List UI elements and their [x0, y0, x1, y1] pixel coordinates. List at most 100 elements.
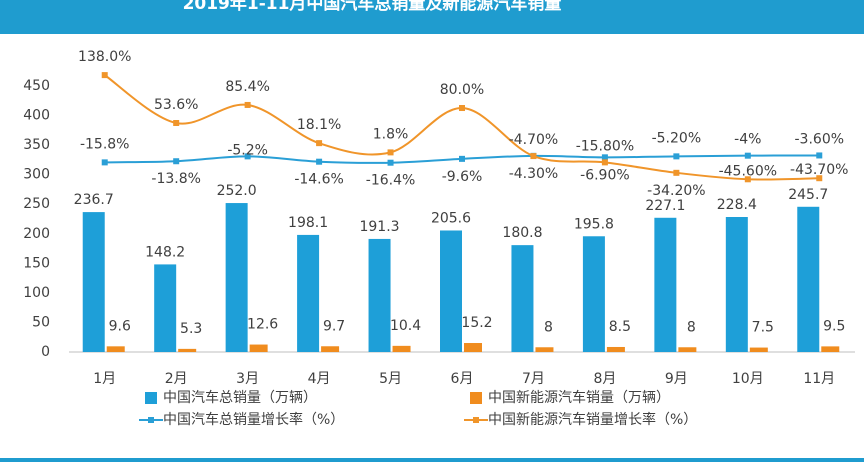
data-label: 10.4 [390, 318, 421, 334]
data-label: -4.70% [509, 132, 559, 148]
bar [178, 348, 197, 352]
legend-label: 中国新能源汽车销量增长率（%） [488, 411, 697, 428]
bar [749, 347, 768, 352]
line-marker [816, 175, 823, 182]
bar [821, 346, 840, 352]
line-marker [387, 159, 394, 166]
y-tick-label: 300 [23, 167, 50, 183]
x-tick-label: 1月 [93, 371, 116, 387]
data-label: -43.70% [790, 162, 848, 178]
line-marker [387, 149, 394, 156]
data-label: 228.4 [717, 197, 757, 213]
bar [582, 236, 605, 352]
data-label: 53.6% [154, 97, 198, 113]
data-label: -5.20% [652, 130, 702, 146]
line-marker [244, 153, 251, 160]
bar [297, 234, 320, 352]
title-bar [0, 0, 864, 34]
line-marker [744, 152, 751, 159]
data-label: 138.0% [78, 49, 131, 65]
bar [535, 347, 554, 352]
line-marker [459, 105, 465, 112]
data-label: 180.8 [502, 225, 542, 241]
data-label: 8 [687, 319, 696, 335]
bar [654, 217, 677, 352]
legend-label: 中国汽车总销量增长率（%） [163, 411, 344, 428]
legend-label: 中国新能源汽车销量（万辆） [488, 389, 670, 406]
x-tick-label: 3月 [236, 371, 259, 387]
x-tick-label: 11月 [803, 371, 835, 387]
bar [678, 347, 697, 352]
data-label: 227.1 [645, 198, 685, 214]
data-label: 9.6 [109, 318, 131, 334]
legend-swatch [148, 417, 154, 423]
data-label: -15.8% [80, 136, 130, 152]
legend-swatch [470, 392, 482, 404]
data-label: 8 [544, 319, 553, 335]
line-marker [816, 152, 823, 159]
bar [606, 346, 625, 352]
data-label: -34.20% [647, 183, 705, 199]
data-label: 7.5 [752, 320, 774, 336]
data-label: -14.6% [294, 172, 344, 188]
bar [154, 264, 177, 352]
bar [464, 343, 482, 352]
data-label: 245.7 [788, 187, 828, 203]
x-tick-label: 2月 [165, 371, 188, 387]
y-tick-label: 100 [23, 285, 50, 301]
bar [511, 245, 534, 352]
data-label: -45.60% [719, 163, 777, 179]
data-label: 9.7 [323, 318, 345, 334]
bar [249, 344, 268, 352]
chart-title: 2019年1-11月中国汽车总销量及新能源汽车销量 [183, 0, 562, 14]
data-label: -3.60% [795, 131, 845, 147]
data-label: 198.1 [288, 215, 328, 231]
line-marker [744, 176, 751, 183]
x-tick-label: 9月 [665, 371, 688, 387]
bar [82, 212, 105, 352]
x-tick-label: 7月 [522, 371, 545, 387]
x-tick-label: 10月 [732, 371, 764, 387]
data-label: 5.3 [180, 321, 202, 337]
bar [725, 217, 748, 352]
line-marker [459, 155, 465, 162]
data-label: -13.8% [151, 171, 201, 187]
data-label: -16.4% [366, 173, 416, 189]
data-label: -5.2% [227, 142, 268, 158]
line-marker [244, 101, 251, 108]
data-label: -6.90% [580, 167, 630, 183]
data-label: -15.80% [576, 138, 634, 154]
bar [797, 206, 820, 352]
data-label: 8.5 [609, 319, 631, 335]
y-tick-label: 0 [41, 344, 50, 360]
bar [440, 230, 462, 352]
line-marker [530, 153, 537, 160]
bar [106, 346, 125, 352]
data-label: 205.6 [431, 210, 471, 226]
data-label: -4.30% [509, 166, 559, 182]
line-marker [101, 159, 108, 166]
line-marker [316, 158, 323, 165]
data-label: -9.6% [442, 169, 483, 185]
legend-label: 中国汽车总销量（万辆） [163, 389, 317, 406]
x-tick-label: 8月 [593, 371, 616, 387]
bar [368, 238, 391, 352]
data-label: 236.7 [74, 192, 114, 208]
y-tick-label: 50 [32, 314, 50, 330]
line-marker [173, 119, 180, 126]
x-tick-label: 4月 [308, 371, 331, 387]
x-tick-label: 5月 [379, 371, 402, 387]
y-tick-label: 450 [23, 78, 50, 94]
data-label: 191.3 [359, 219, 399, 235]
data-label: 12.6 [247, 317, 278, 333]
data-label: 80.0% [440, 82, 484, 98]
y-tick-label: 350 [23, 137, 50, 153]
data-label: 195.8 [574, 216, 614, 232]
data-label: 15.2 [461, 315, 492, 331]
line-marker [673, 153, 680, 160]
y-tick-label: 150 [23, 255, 50, 271]
bottom-band [0, 458, 864, 462]
bar [225, 203, 248, 352]
bar [321, 346, 340, 352]
